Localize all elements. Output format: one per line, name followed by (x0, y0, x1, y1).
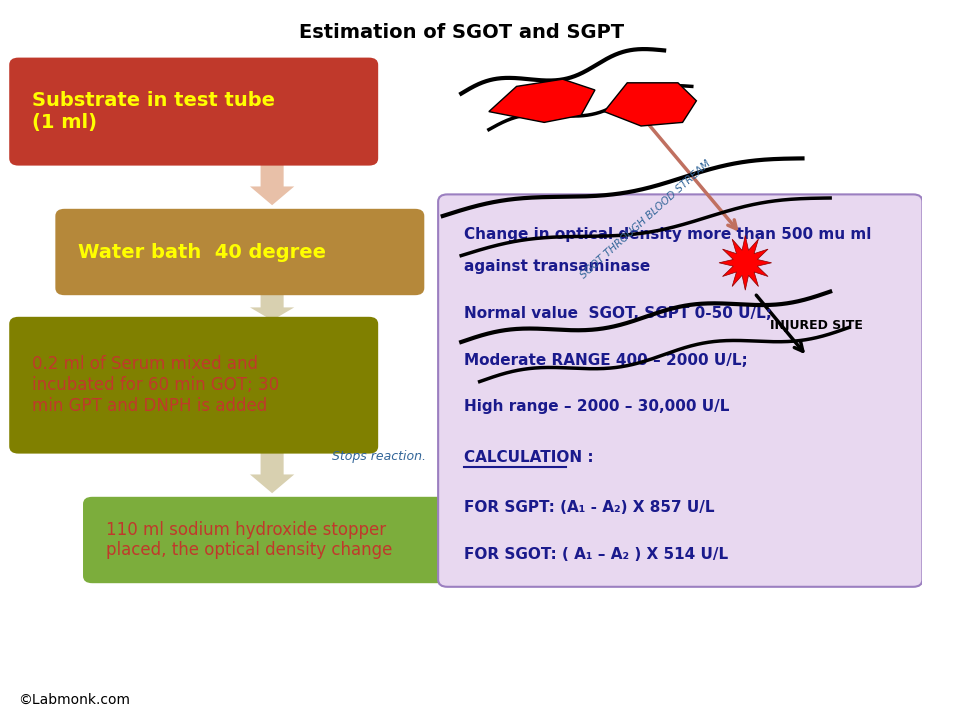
Text: INJURED SITE: INJURED SITE (770, 319, 863, 332)
Text: Substrate in test tube
(1 ml): Substrate in test tube (1 ml) (33, 91, 276, 132)
Text: ©Labmonk.com: ©Labmonk.com (18, 693, 131, 707)
FancyBboxPatch shape (56, 209, 424, 295)
Text: 110 ml sodium hydroxide stopper
placed, the optical density change: 110 ml sodium hydroxide stopper placed, … (106, 521, 393, 559)
Text: CALCULATION :: CALCULATION : (464, 450, 593, 464)
Polygon shape (604, 83, 696, 126)
Text: Estimation of SGOT and SGPT: Estimation of SGOT and SGPT (299, 23, 624, 42)
FancyBboxPatch shape (438, 194, 923, 587)
FancyArrow shape (250, 161, 295, 205)
Text: FOR SGOT: ( A₁ – A₂ ) X 514 U/L: FOR SGOT: ( A₁ – A₂ ) X 514 U/L (464, 547, 728, 562)
FancyBboxPatch shape (83, 497, 452, 583)
FancyBboxPatch shape (10, 317, 378, 454)
FancyArrow shape (250, 289, 295, 320)
Text: against transaminase: against transaminase (464, 259, 650, 274)
Text: Normal value  SGOT, SGPT 0-50 U/L;: Normal value SGOT, SGPT 0-50 U/L; (464, 306, 772, 320)
Polygon shape (719, 235, 772, 290)
Text: FOR SGPT: (A₁ - A₂) X 857 U/L: FOR SGPT: (A₁ - A₂) X 857 U/L (464, 500, 714, 515)
Text: SGOT THROUGH BLOOD STREAM: SGOT THROUGH BLOOD STREAM (579, 158, 712, 281)
FancyBboxPatch shape (10, 58, 378, 166)
Text: Stops reaction.: Stops reaction. (332, 450, 426, 463)
Polygon shape (489, 79, 595, 122)
Text: Water bath  40 degree: Water bath 40 degree (79, 243, 326, 261)
Text: Change in optical density more than 500 mu ml: Change in optical density more than 500 … (464, 227, 872, 241)
Text: Moderate RANGE 400 – 2000 U/L;: Moderate RANGE 400 – 2000 U/L; (464, 353, 748, 367)
FancyArrow shape (250, 449, 295, 493)
Text: High range – 2000 – 30,000 U/L: High range – 2000 – 30,000 U/L (464, 400, 730, 414)
Text: 0.2 ml of Serum mixed and
incubated for 60 min GOT; 30
min GPT and DNPH is added: 0.2 ml of Serum mixed and incubated for … (33, 356, 279, 415)
